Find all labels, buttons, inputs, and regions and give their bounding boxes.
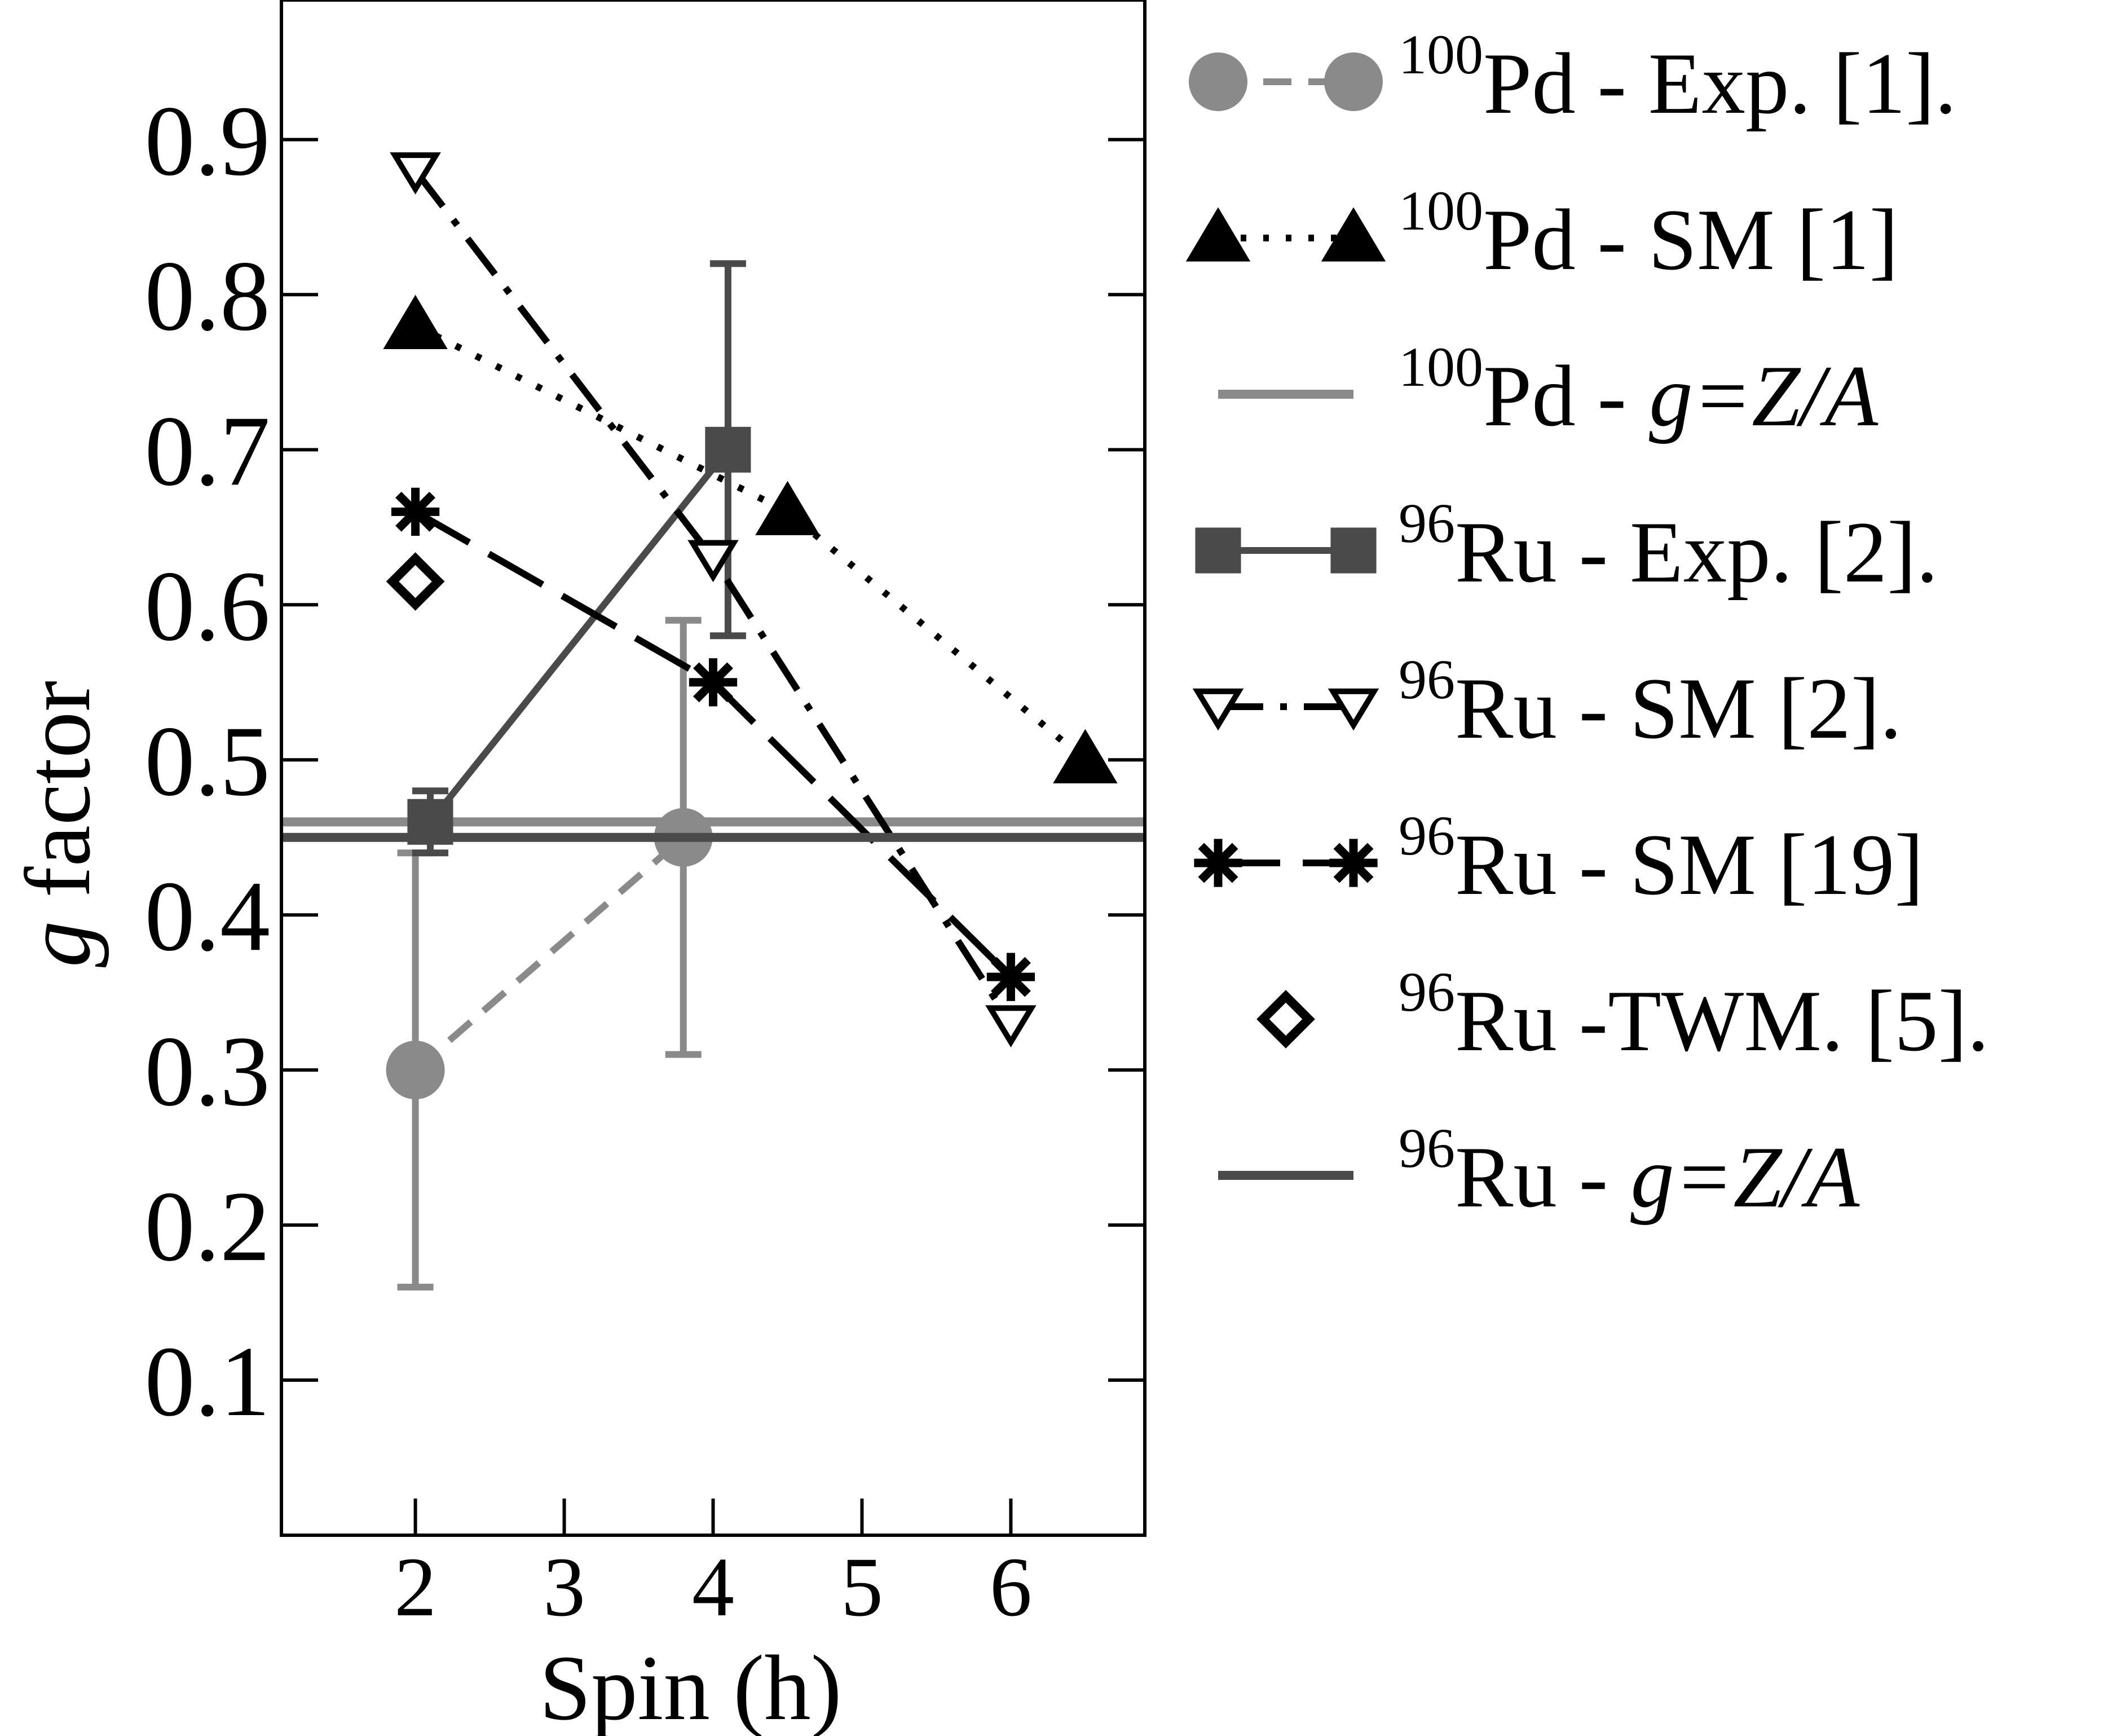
- series-1: [383, 294, 1118, 783]
- y-tick-label: 0.8: [145, 240, 271, 351]
- y-tick-label: 0.9: [145, 85, 271, 196]
- y-tick-label: 0.3: [145, 1015, 271, 1127]
- x-tick-label: 3: [543, 1540, 585, 1634]
- legend-label-0: 100Pd - Exp. [1].: [1399, 23, 1956, 132]
- legend-marker-3-b: [1330, 527, 1377, 574]
- legend-label-text: Ru - SM [19]: [1455, 816, 1924, 913]
- x-tick-label: 5: [841, 1540, 883, 1634]
- series-4-point-1: [687, 540, 739, 583]
- axes: 0.1 0.2 0.3 0.4 0.5 0.6 0.7 0.8 0.9 2 3 4 5 6 Spin (h)…: [6, 0, 1147, 1736]
- series-3-point-1: [705, 426, 751, 473]
- legend-label-italic: g=Z/A: [1649, 347, 1879, 444]
- legend-entry-4: 96Ru - SM [2].: [1192, 648, 1902, 757]
- legend-marker-3-a: [1195, 527, 1241, 574]
- legend-entry-7: 96Ru - g=Z/A: [1218, 1117, 1860, 1226]
- legend-label-text: Ru -TWM. [5].: [1455, 972, 1989, 1069]
- y-tick-label: 0.1: [145, 1325, 271, 1437]
- series-4: [390, 152, 1037, 1048]
- legend-label-text: Pd - Exp. [1].: [1483, 35, 1956, 132]
- series-4-line: [412, 168, 1014, 1025]
- series-0: [386, 616, 713, 1291]
- x-axis-label: Spin (h): [539, 1636, 841, 1736]
- y-tick-label: 0.4: [145, 860, 271, 972]
- legend-label-text: Pd - SM [1]: [1483, 191, 1898, 288]
- legend-label-italic: g=Z/A: [1630, 1129, 1860, 1226]
- legend-marker-0-b: [1324, 52, 1383, 111]
- series-4-point-0: [390, 152, 441, 195]
- legend-label-sup: 100: [1399, 23, 1483, 86]
- series-5-point-2: [986, 953, 1035, 1001]
- y-tick-label: 0.5: [145, 705, 271, 817]
- legend-label-sup: 96: [1399, 648, 1455, 711]
- series-5: [391, 487, 1035, 1001]
- plot-area: [281, 152, 1145, 1291]
- legend-label-sup: 96: [1399, 492, 1455, 554]
- legend-entry-3: 96Ru - Exp. [2].: [1195, 492, 1938, 601]
- legend-label-sup: 100: [1399, 179, 1483, 242]
- series-0-line: [413, 835, 686, 1073]
- x-tick-label: 6: [990, 1540, 1032, 1634]
- plot-frame: [280, 0, 1147, 1537]
- legend-entry-2: 100Pd - g=Z/A: [1218, 336, 1879, 444]
- series-6: [386, 552, 445, 611]
- legend-label-sup: 96: [1399, 804, 1455, 867]
- series-4-point-2: [985, 1005, 1037, 1048]
- x-tick-label: 4: [692, 1540, 734, 1634]
- series-6-point-0: [386, 552, 445, 611]
- y-tick-label: 0.6: [145, 550, 271, 662]
- legend-label-2: 100Pd - g=Z/A: [1399, 336, 1879, 444]
- series-5-point-0: [391, 487, 440, 536]
- series-1-line: [413, 323, 1088, 763]
- legend-label-text: Pd -: [1483, 347, 1626, 444]
- x-tick-label: 2: [394, 1540, 436, 1634]
- y-axis-label-rest: factor: [6, 681, 109, 921]
- legend-label-text: Ru - SM [2].: [1455, 660, 1902, 757]
- legend-entry-0: 100Pd - Exp. [1].: [1189, 23, 1956, 132]
- series-1-point-2: [1053, 729, 1118, 783]
- legend-label-1: 100Pd - SM [1]: [1399, 179, 1898, 288]
- legend-marker-4-b: [1328, 688, 1379, 731]
- legend-marker-0-a: [1189, 52, 1247, 111]
- y-axis-label: g factor: [6, 681, 109, 967]
- series-5-point-1: [689, 658, 738, 707]
- legend-marker-1-b: [1321, 207, 1386, 262]
- series-0-point-0: [386, 1041, 445, 1100]
- legend-label-text: Ru -: [1455, 1129, 1608, 1226]
- legend-label-sup: 100: [1399, 336, 1483, 398]
- y-tick-label: 0.2: [145, 1170, 271, 1282]
- y-tick-label: 0.7: [145, 395, 271, 506]
- legend-marker-4-a: [1192, 688, 1244, 731]
- legend-label-3: 96Ru - Exp. [2].: [1399, 492, 1938, 601]
- legend-label-text: Ru - Exp. [2].: [1455, 504, 1938, 601]
- legend-marker-1-a: [1185, 207, 1251, 262]
- legend-label-sup: 96: [1399, 1117, 1455, 1179]
- y-axis-label-italic: g: [6, 921, 109, 968]
- legend-marker-5-a: [1194, 839, 1242, 887]
- series-1-point-0: [383, 294, 448, 349]
- series-1-point-1: [755, 481, 820, 535]
- legend-label-4: 96Ru - SM [2].: [1399, 648, 1902, 757]
- legend-label-7: 96Ru - g=Z/A: [1399, 1117, 1860, 1226]
- legend-label-sup: 96: [1399, 960, 1455, 1023]
- legend-marker-6: [1256, 990, 1315, 1048]
- legend-entry-5: 96Ru - SM [19]: [1194, 804, 1924, 913]
- legend-marker-5-b: [1329, 839, 1378, 887]
- legend-entry-1: 100Pd - SM [1]: [1185, 179, 1898, 288]
- legend: 100Pd - Exp. [1].100Pd - SM [1]100Pd - g=…: [1185, 23, 1989, 1226]
- legend-label-5: 96Ru - SM [19]: [1399, 804, 1924, 913]
- legend-label-6: 96Ru -TWM. [5].: [1399, 960, 1989, 1069]
- legend-entry-6: 96Ru -TWM. [5].: [1256, 960, 1989, 1069]
